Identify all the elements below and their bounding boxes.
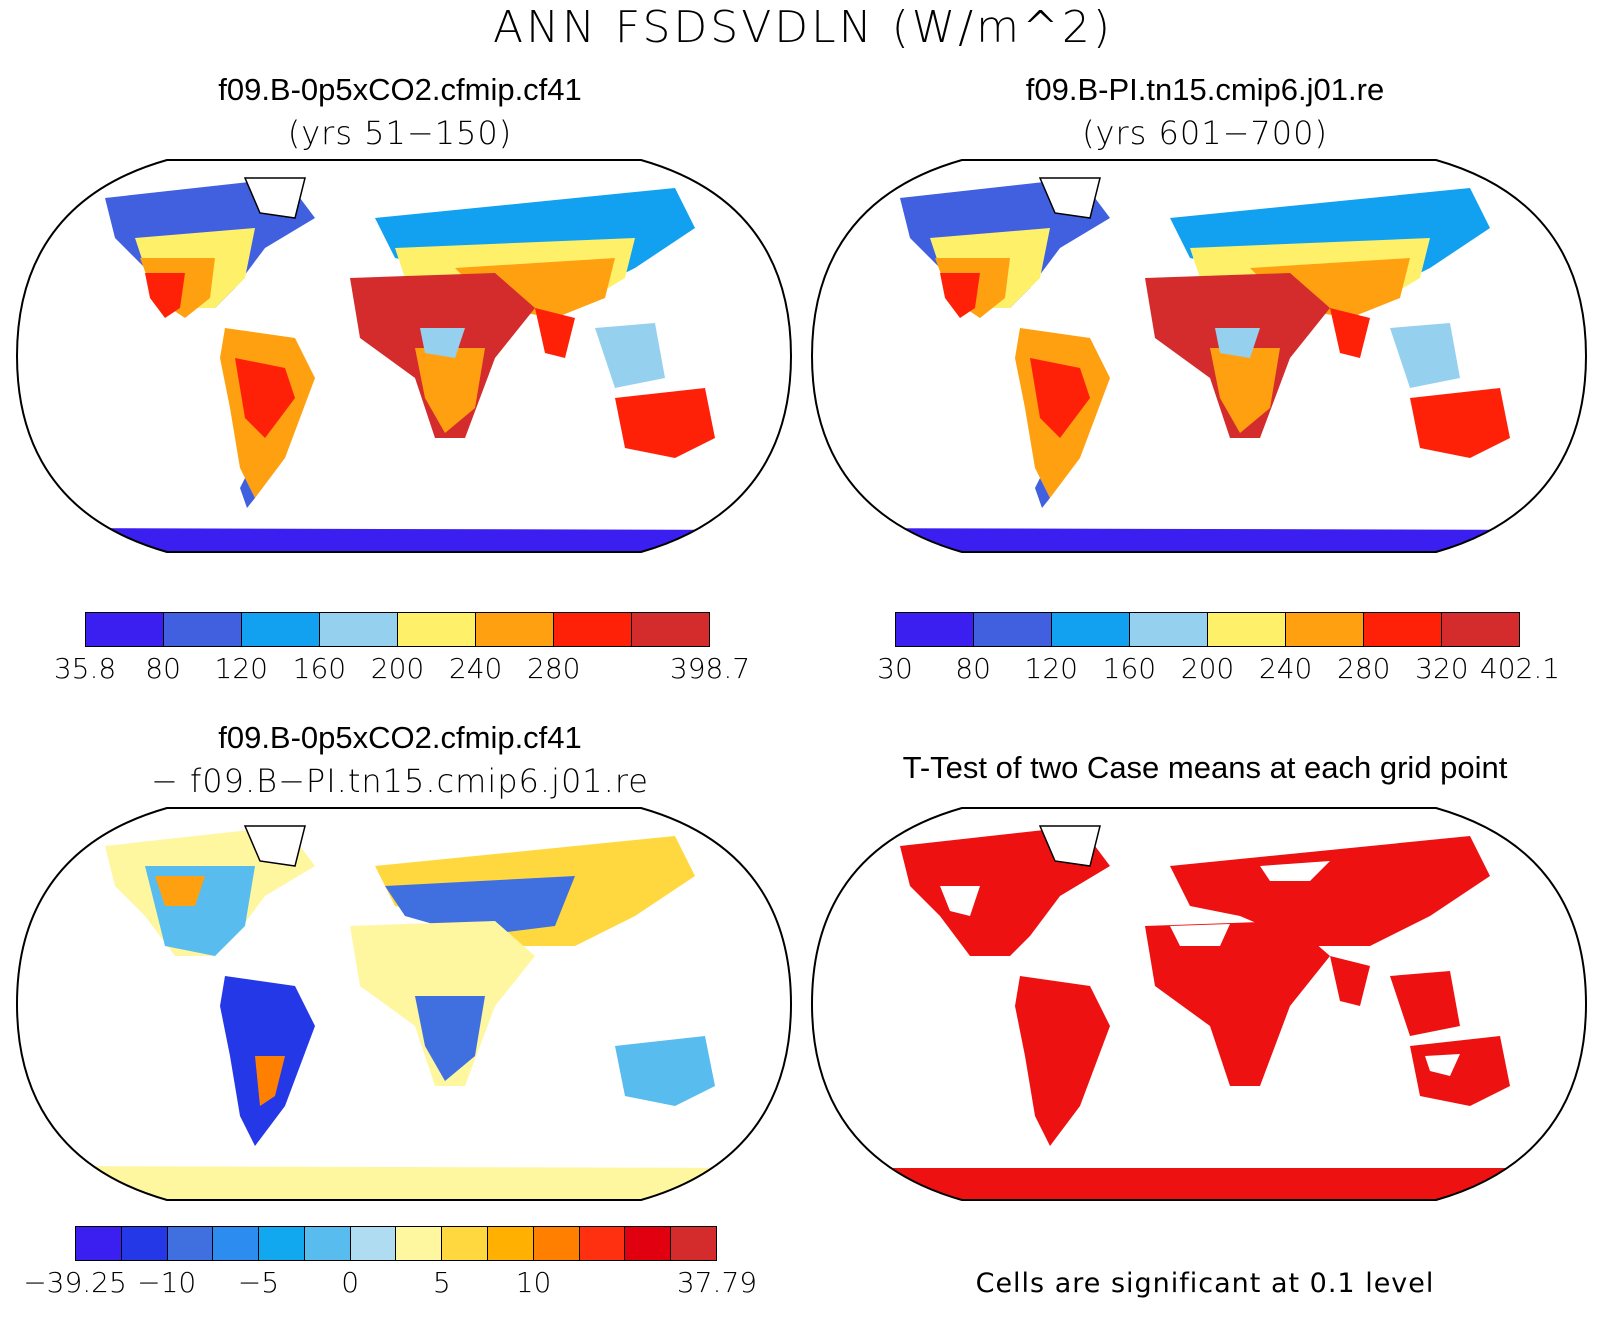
panel2-colorbar	[895, 612, 1520, 647]
colorbar-box	[1130, 613, 1208, 646]
colorbar-box	[167, 1227, 214, 1260]
colorbar-tick-label: 35.8	[53, 652, 117, 685]
panel3-subtitle: − f09.B−PI.tn15.cmip6.j01.re	[151, 762, 649, 800]
colorbar-tick-label: 0	[341, 1266, 360, 1299]
colorbar-box	[476, 613, 554, 646]
colorbar-tick-label: 37.79	[676, 1266, 758, 1299]
colorbar-box	[304, 1227, 351, 1260]
colorbar-tick-label: 80	[145, 652, 181, 685]
colorbar-box	[1208, 613, 1286, 646]
colorbar-box	[442, 1227, 489, 1260]
colorbar-tick-label: −39.25	[23, 1266, 127, 1299]
panel1-colorbar	[85, 612, 710, 647]
panel3-map	[15, 807, 793, 1201]
colorbar-box	[242, 613, 320, 646]
panel4-map	[810, 807, 1588, 1201]
colorbar-tick-label: 200	[370, 652, 425, 685]
panel1-map	[15, 159, 793, 553]
colorbar-box	[164, 613, 242, 646]
panel3-title: f09.B-0p5xCO2.cfmip.cf41	[218, 720, 582, 755]
colorbar-tick-label: 5	[432, 1266, 451, 1299]
panel1-colorbar-labels: 35.8 80 120 160 200 240 280 398.7	[0, 652, 800, 688]
colorbar-box	[121, 1227, 168, 1260]
colorbar-box	[398, 613, 476, 646]
colorbar-box	[76, 1227, 122, 1260]
colorbar-tick-label: 320	[1415, 652, 1469, 685]
colorbar-box	[350, 1227, 397, 1260]
colorbar-box	[1052, 613, 1130, 646]
colorbar-box	[671, 1227, 716, 1260]
colorbar-box	[488, 1227, 534, 1260]
colorbar-box	[396, 1227, 443, 1260]
colorbar-box	[259, 1227, 305, 1260]
colorbar-tick-label: 280	[1337, 652, 1391, 685]
panel2-subtitle: (yrs 601−700)	[1082, 114, 1328, 152]
colorbar-box	[632, 613, 709, 646]
colorbar-box	[1286, 613, 1364, 646]
panel4-title: T-Test of two Case means at each grid po…	[902, 750, 1508, 785]
colorbar-box	[320, 613, 398, 646]
panel2-title: f09.B-PI.tn15.cmip6.j01.re	[1025, 72, 1385, 107]
panel1-title: f09.B-0p5xCO2.cfmip.cf41	[218, 72, 582, 107]
colorbar-box	[896, 613, 974, 646]
colorbar-box	[579, 1227, 626, 1260]
colorbar-tick-label: −10	[137, 1266, 197, 1299]
colorbar-tick-label: 10	[515, 1266, 552, 1299]
significance-note: Cells are significant at 0.1 level	[975, 1268, 1435, 1299]
colorbar-tick-label: 160	[1102, 652, 1157, 685]
colorbar-box	[554, 613, 632, 646]
colorbar-box	[533, 1227, 580, 1260]
figure-title: ANN FSDSVDLN (W/m^2)	[493, 2, 1113, 53]
panel1-subtitle: (yrs 51−150)	[287, 114, 513, 152]
colorbar-tick-label: 240	[448, 652, 503, 685]
colorbar-tick-label: 120	[214, 652, 268, 685]
colorbar-tick-label: 160	[292, 652, 347, 685]
colorbar-tick-label: 280	[527, 652, 581, 685]
colorbar-tick-label: 398.7	[669, 652, 751, 685]
panel2-map	[810, 159, 1588, 553]
panel2-colorbar-labels: 30 80 120 160 200 240 280 320 402.1	[805, 652, 1605, 688]
colorbar-tick-label: 120	[1024, 652, 1078, 685]
colorbar-box	[1364, 613, 1442, 646]
colorbar-box	[1442, 613, 1519, 646]
colorbar-box	[86, 613, 164, 646]
colorbar-box	[213, 1227, 260, 1260]
colorbar-tick-label: 30	[877, 652, 913, 685]
colorbar-tick-label: 240	[1258, 652, 1313, 685]
colorbar-tick-label: 80	[955, 652, 991, 685]
colorbar-tick-label: −5	[237, 1266, 280, 1299]
colorbar-tick-label: 402.1	[1479, 652, 1561, 685]
panel3-colorbar-labels: −39.25 −10 −5 0 5 10 37.79	[0, 1266, 800, 1302]
panel3-colorbar	[75, 1226, 717, 1261]
colorbar-tick-label: 200	[1180, 652, 1235, 685]
colorbar-box	[974, 613, 1052, 646]
colorbar-box	[625, 1227, 672, 1260]
